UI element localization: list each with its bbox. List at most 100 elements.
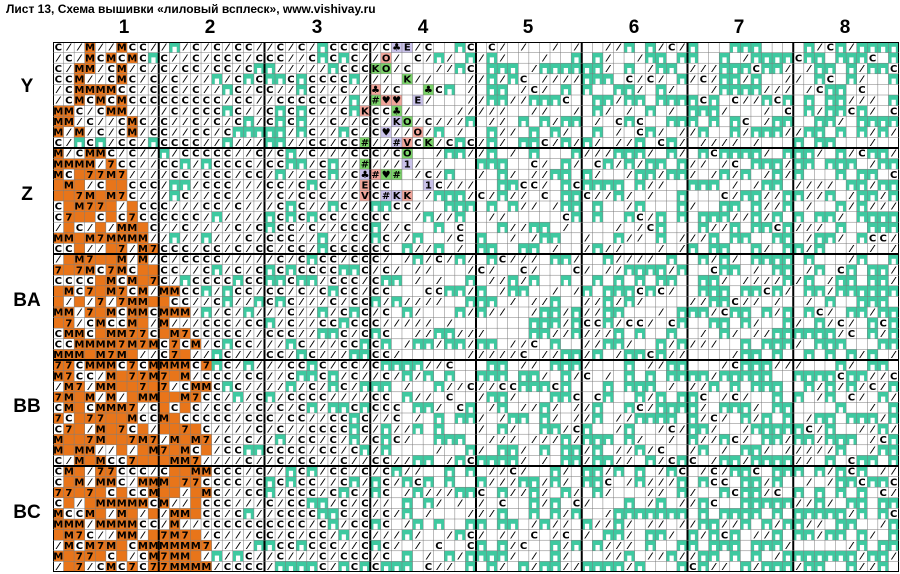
stitch-symbol: M [106,382,116,393]
stitch-symbol: C [816,85,823,96]
stitch-cell-notch [722,216,727,223]
stitch-symbol: C [657,138,664,149]
stitch-symbol: ⁄ [362,276,368,287]
stitch-symbol: M [180,456,190,467]
stitch-cell-notch [595,417,600,424]
stitch-cell-notch [563,460,568,466]
stitch-symbol: C [467,456,474,467]
column-label-6: 6 [628,17,640,38]
stitch-cell-notch [669,258,674,265]
stitch-symbol: ⁄ [722,520,728,531]
stitch-cell-notch [405,534,410,541]
stitch-symbol: ⁄ [404,456,410,467]
stitch-cell-notch [606,385,611,392]
stitch-symbol: ⁄ [288,255,294,266]
stitch-cell-notch [754,57,759,64]
stitch-cell [158,402,170,413]
stitch-cell [95,540,106,551]
stitch-symbol: M [85,445,95,456]
stitch-cell-notch [859,184,865,191]
stitch-cell-notch [341,566,346,572]
stitch-cell [137,423,149,435]
stitch-symbol: ⁄ [172,202,178,213]
stitch-cell [137,264,149,276]
stitch-cell [201,381,212,392]
stitch-cell-notch [331,375,336,382]
stitch-symbol: C [382,212,389,223]
stitch-symbol: C [266,85,273,96]
stitch-symbol: ⁄ [415,541,421,552]
stitch-cell-notch [849,417,854,424]
stitch-symbol: ⁄ [595,170,601,181]
stitch-cell [63,519,75,530]
stitch-symbol: ⁄ [182,74,188,85]
stitch-symbol: C [287,223,294,234]
stitch-cell-notch [754,449,759,456]
stitch-cell-notch [680,396,685,403]
stitch-symbol: ⁄ [489,509,495,520]
stitch-symbol: ⁄ [426,297,432,308]
stitch-symbol: C [530,530,537,541]
stitch-symbol: ⁄ [256,286,262,297]
stitch-symbol: C [234,43,241,54]
stitch-cell-notch [690,396,695,403]
stitch-symbol: C [181,149,188,160]
stitch-cell-notch [711,322,717,329]
stitch-symbol: ⁄ [510,541,516,552]
stitch-cell-notch [352,99,357,106]
stitch-symbol: ⁄ [362,233,368,244]
stitch-symbol: C [245,456,252,467]
stitch-symbol: ⁄ [267,191,273,202]
stitch-symbol: 7 [87,170,94,181]
stitch-symbol: C [351,149,358,160]
stitch-cell [105,232,117,244]
stitch-symbol: C [308,382,315,393]
stitch-symbol: ⁄ [267,467,273,478]
stitch-symbol: ⁄ [394,223,400,234]
stitch-symbol: C [287,244,294,255]
stitch-cell-notch [775,407,780,413]
stitch-symbol: ⁄ [373,509,379,520]
stitch-cell-notch [701,449,706,456]
stitch-cell-notch [807,566,812,572]
stitch-cell [105,519,117,530]
stitch-symbol: ⁄ [817,445,823,456]
stitch-symbol: ⁄ [203,551,209,562]
stitch-symbol: M [53,159,63,170]
stitch-cell-notch [595,438,600,445]
stitch-cell-notch [267,226,272,233]
stitch-cell-notch [584,173,590,180]
stitch-cell-notch [732,131,738,138]
stitch-symbol: ⁄ [648,212,654,223]
stitch-cell-notch [320,502,325,509]
stitch-cell [105,179,117,191]
stitch-symbol: ⁄ [246,212,252,223]
stitch-symbol: C [795,53,802,64]
stitch-symbol: ⁄ [426,361,432,372]
stitch-symbol: ⁄ [55,85,61,96]
stitch-symbol: ⁄ [415,329,421,340]
stitch-cell-notch [828,110,833,117]
stitch-cell [74,179,85,191]
stitch-symbol: C [256,85,263,96]
stitch-symbol: ⁄ [605,551,611,562]
stitch-symbol: ⁄ [320,339,326,350]
stitch-symbol: ⁄ [859,96,865,107]
stitch-cell-notch [891,120,896,127]
stitch-cell [53,444,64,456]
stitch-cell [127,381,138,392]
stitch-symbol: C [298,339,305,350]
stitch-cell-notch [584,184,590,191]
stitch-cell-notch [563,438,568,445]
stitch-cell-notch [458,46,463,53]
stitch-cell-notch [405,555,410,562]
stitch-symbol: ⁄ [309,159,315,170]
stitch-symbol: C [700,96,707,107]
stitch-cell [401,73,413,85]
stitch-cell-notch [510,460,516,466]
stitch-symbol: ⁄ [785,159,791,170]
stitch-cell [127,307,138,318]
stitch-cell [95,497,106,509]
stitch-cell-notch [637,332,643,339]
stitch-cell-notch [775,237,780,244]
